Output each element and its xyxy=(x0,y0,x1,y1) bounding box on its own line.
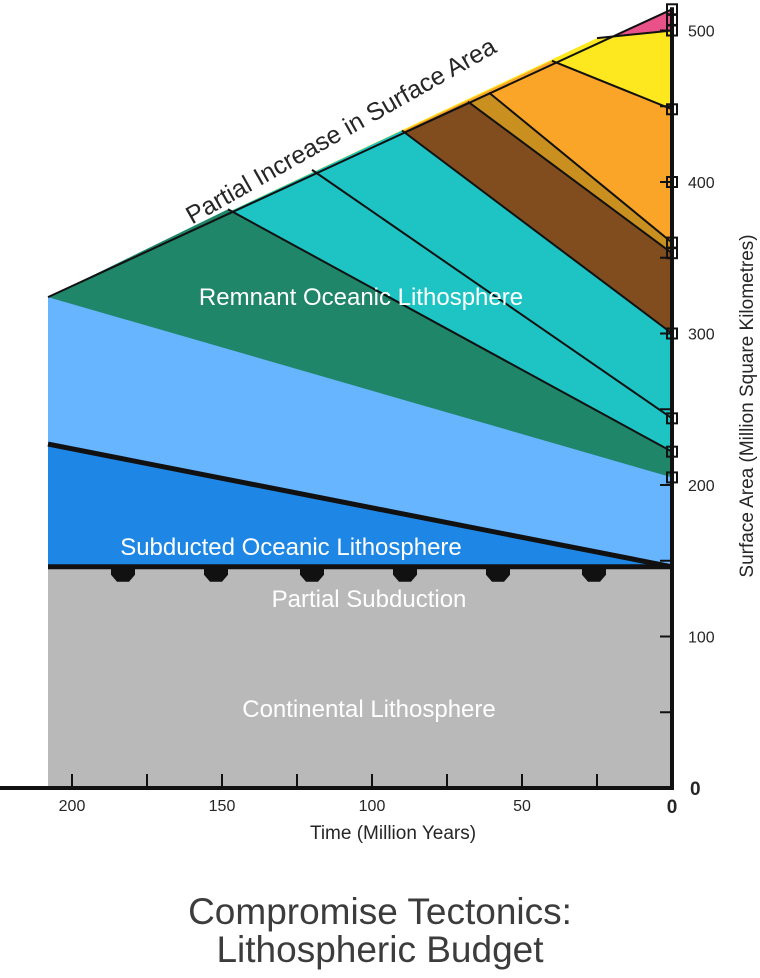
axes xyxy=(0,7,674,790)
axis-marker xyxy=(666,327,678,340)
chart-title-line-2: Lithospheric Budget xyxy=(216,929,544,970)
y-tick-label: 500 xyxy=(688,24,715,41)
boundary-line xyxy=(488,91,673,244)
subduction-tooth xyxy=(204,566,228,582)
band-boundary-lines xyxy=(47,8,673,570)
axis-markers xyxy=(666,3,678,484)
boundary-line xyxy=(467,100,673,255)
boundary-line xyxy=(47,441,673,570)
axis-marker xyxy=(666,247,678,260)
subduction-tooth xyxy=(393,566,417,582)
subduction-tooth xyxy=(111,566,135,582)
subduction-teeth xyxy=(111,566,606,582)
y-tick-label: 200 xyxy=(688,478,715,495)
boundary-line xyxy=(311,169,673,420)
x-tick-label: 0 xyxy=(667,797,678,818)
y-tick-label: 100 xyxy=(688,630,715,647)
x-tick-label: 50 xyxy=(513,798,531,815)
axis-marker xyxy=(666,103,678,116)
chart-title-line-1: Compromise Tectonics: xyxy=(188,891,572,932)
y-tick-label: 300 xyxy=(688,327,715,344)
remnant-oceanic-label: Remnant Oceanic Lithosphere xyxy=(199,284,523,311)
subduction-tooth xyxy=(300,566,324,582)
y-tick-label: 400 xyxy=(688,175,715,192)
total-area-line xyxy=(47,8,673,299)
x-tick-label: 200 xyxy=(59,798,86,815)
x-axis-label: Time (Million Years) xyxy=(310,823,476,844)
subducted-oceanic-label: Subducted Oceanic Lithosphere xyxy=(120,534,462,561)
boundary-line xyxy=(401,129,673,335)
axis-marker xyxy=(666,412,678,425)
axis-marker xyxy=(666,471,678,484)
x-tick-label: 100 xyxy=(359,798,386,815)
axis-marker xyxy=(666,445,678,458)
chart-title: Compromise Tectonics: Lithospheric Budge… xyxy=(0,893,760,969)
band-continental xyxy=(48,566,672,788)
partial-subduction-label: Partial Subduction xyxy=(272,586,467,613)
boundary-line xyxy=(551,59,673,111)
subduction-tooth xyxy=(582,566,606,582)
x-tick-label: 150 xyxy=(209,798,236,815)
y-tick-label: 0 xyxy=(690,779,701,800)
continental-label: Continental Lithosphere xyxy=(242,696,496,723)
boundary-line xyxy=(596,29,673,40)
boundary-line xyxy=(227,208,673,453)
area-bands xyxy=(48,9,672,789)
y-axis-label: Surface Area (Million Square Kilometres) xyxy=(737,234,758,577)
subduction-tooth xyxy=(486,566,510,582)
axis-marker xyxy=(666,176,678,188)
axis-marker xyxy=(666,24,678,37)
